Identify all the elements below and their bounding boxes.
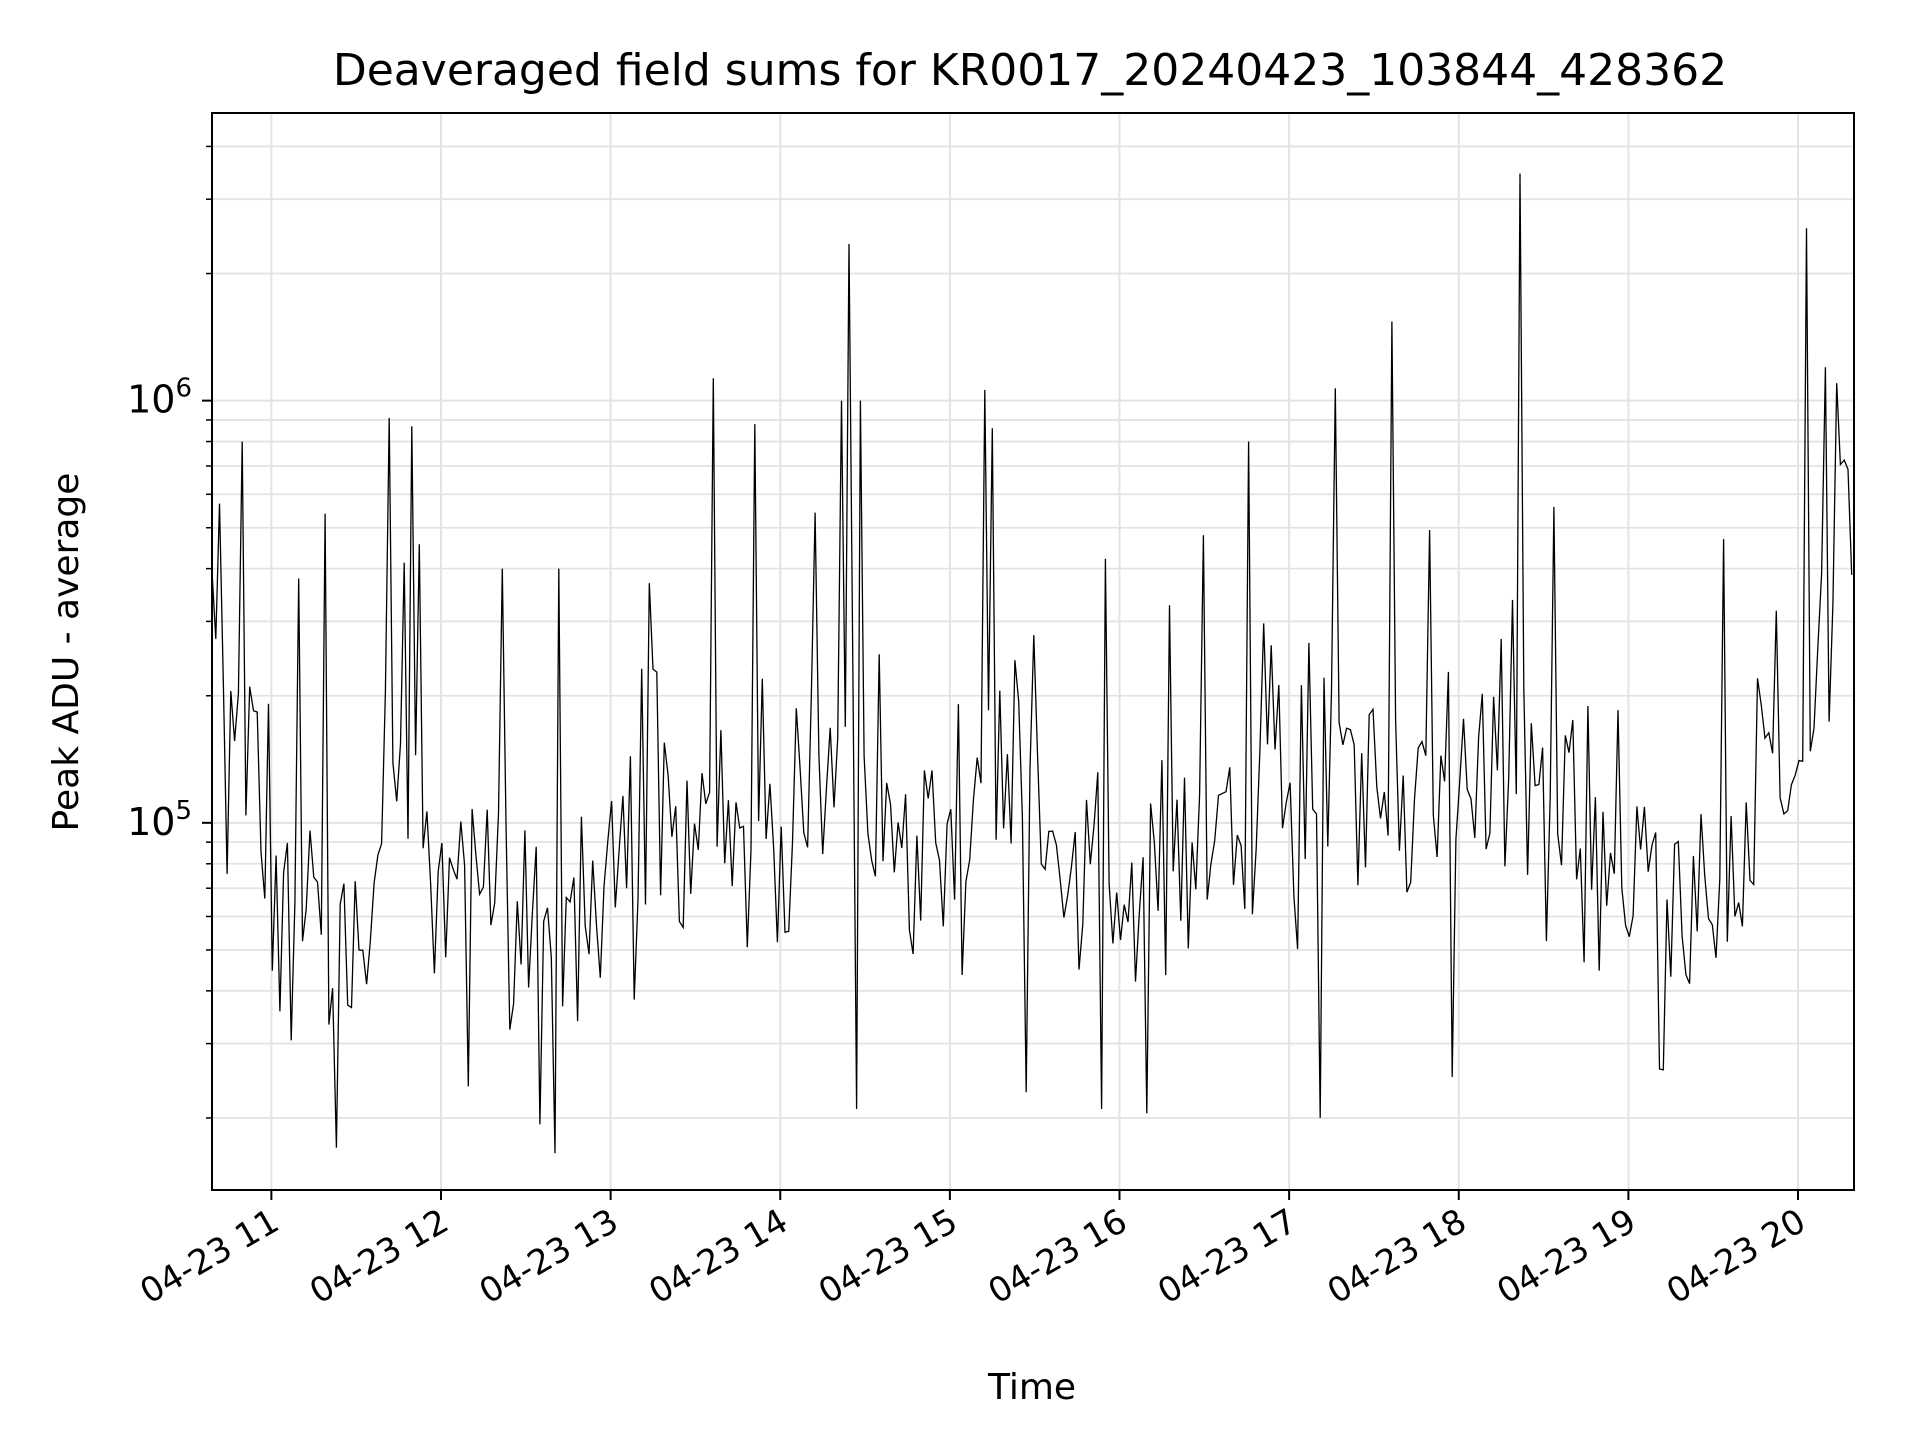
x-axis-label: Time — [987, 1367, 1076, 1408]
y-axis-label: Peak ADU - average — [46, 473, 87, 832]
y-tick-base: 10 — [127, 800, 175, 844]
plot-frame — [211, 112, 1855, 1191]
y-tick-label: 106 — [127, 374, 192, 422]
y-tick-exponent: 5 — [175, 796, 192, 826]
chart-title: Deaveraged field sums for KR0017_2024042… — [333, 45, 1727, 96]
y-tick-base: 10 — [127, 378, 175, 422]
y-tick-exponent: 6 — [175, 374, 192, 404]
y-tick-label: 105 — [127, 796, 192, 844]
series-line — [211, 173, 1853, 1154]
grid — [212, 113, 1854, 1190]
series-group — [211, 173, 1853, 1154]
